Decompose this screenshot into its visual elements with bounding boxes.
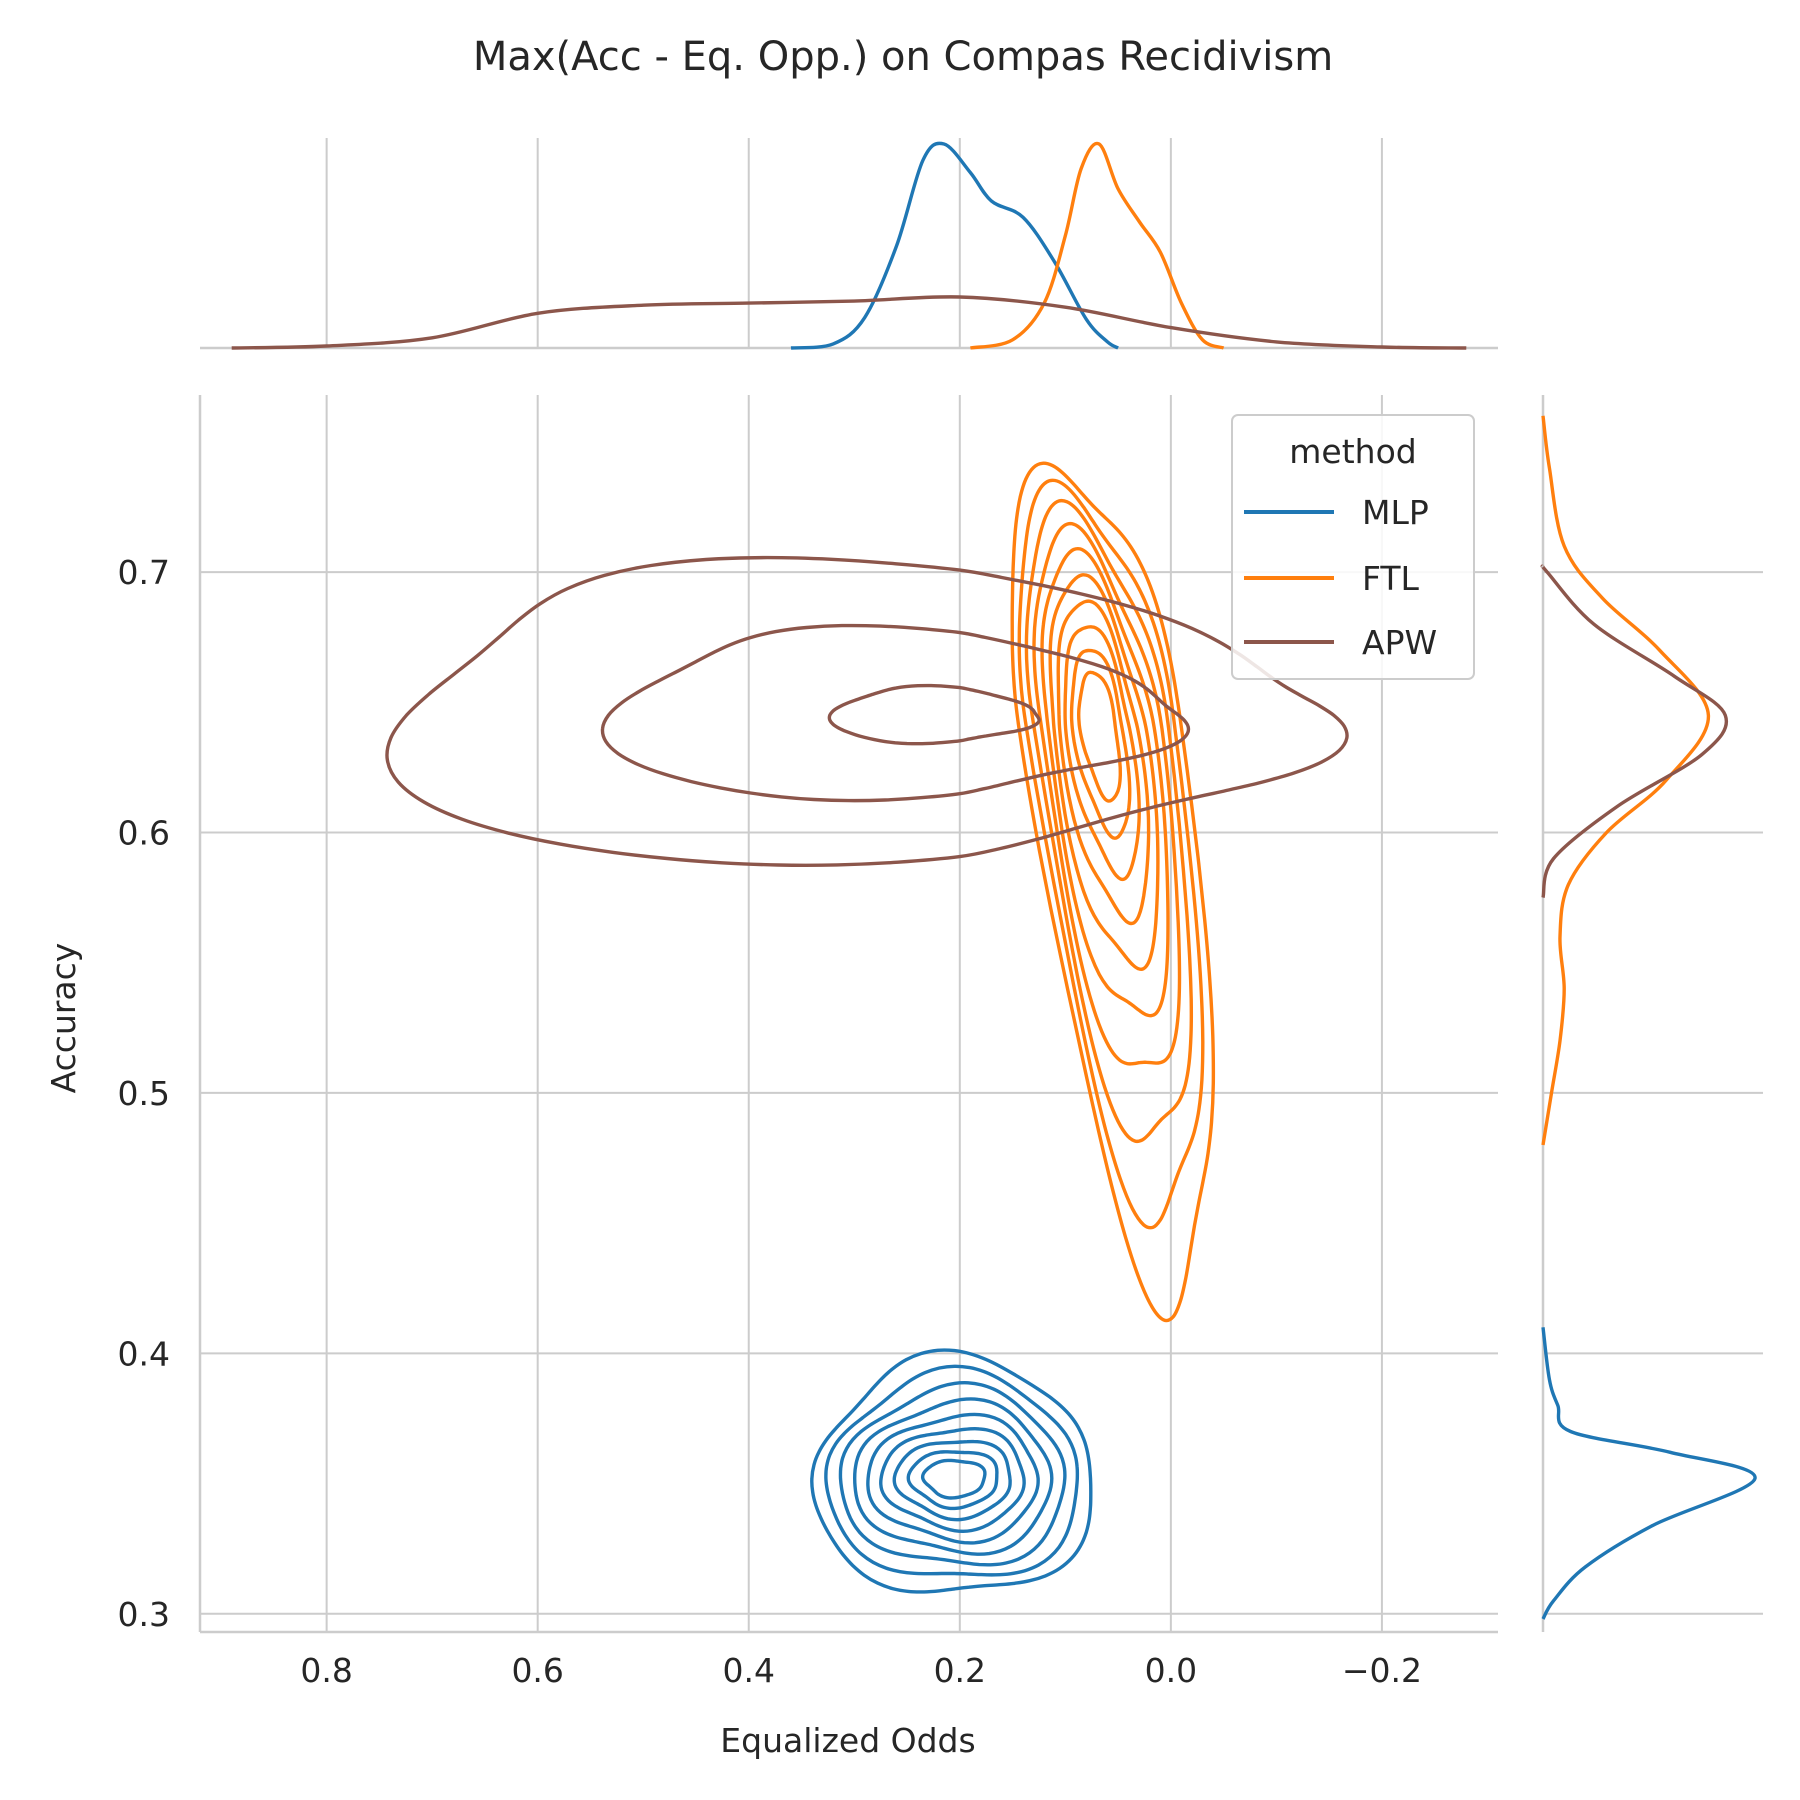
y-tick-label: 0.4 — [118, 1334, 170, 1373]
x-axis-label: Equalized Odds — [720, 1721, 975, 1760]
contour-ftl — [1063, 625, 1141, 882]
contour-mlp — [892, 1439, 1012, 1522]
y-tick-label: 0.6 — [118, 814, 170, 853]
x-tick-label: 0.0 — [1145, 1651, 1197, 1690]
x-tick-label: −0.2 — [1342, 1651, 1422, 1690]
contour-ftl — [1032, 521, 1182, 1066]
contour-apw — [385, 555, 1349, 867]
legend: method MLP FTL APW — [1231, 414, 1475, 680]
contour-apw — [600, 623, 1191, 803]
right-density-apw — [1540, 564, 1729, 899]
axes-labels: 0.8 0.6 0.4 0.2 0.0 −0.2 0.3 0.4 0.5 0.6 0.7 — [118, 553, 1422, 1690]
legend-box — [1231, 414, 1475, 680]
contour-mlp — [824, 1364, 1080, 1577]
legend-label-apw: APW — [1362, 623, 1437, 662]
contour-mlp — [906, 1450, 999, 1511]
contour-ftl — [1017, 478, 1205, 1230]
top-density-apw — [231, 295, 1467, 350]
x-tick-label: 0.8 — [300, 1651, 352, 1690]
right-marginal-panel — [1540, 395, 1763, 1632]
legend-title: method — [1289, 432, 1416, 471]
contour-mlp — [920, 1458, 987, 1500]
contour-ftl — [1040, 546, 1170, 1018]
contour-ftl — [1048, 573, 1160, 971]
x-tick-label: 0.4 — [723, 1651, 775, 1690]
y-axis-label: Accuracy — [44, 943, 83, 1094]
x-tick-label: 0.2 — [934, 1651, 986, 1690]
y-tick-label: 0.5 — [118, 1074, 170, 1113]
contour-mlp — [810, 1348, 1093, 1594]
contour-ftl — [1056, 599, 1151, 926]
contour-apw — [827, 683, 1041, 746]
right-density-mlp — [1541, 1327, 1757, 1620]
top-marginal-panel — [200, 138, 1498, 350]
contour-mlp — [852, 1397, 1054, 1556]
right-density-ftl — [1541, 415, 1711, 1146]
top-density-ftl — [970, 141, 1225, 350]
x-tick-label: 0.6 — [511, 1651, 563, 1690]
contour-mlp — [879, 1427, 1026, 1534]
joint-kde-panel — [198, 395, 1498, 1634]
contour-mlp — [866, 1412, 1040, 1545]
legend-label-mlp: MLP — [1362, 493, 1429, 532]
contour-ftl — [1024, 498, 1194, 1144]
top-density-mlp — [790, 141, 1119, 350]
contour-mlp — [838, 1381, 1067, 1567]
chart-title: Max(Acc - Eq. Opp.) on Compas Recidivism — [473, 34, 1333, 80]
contour-ftl — [1010, 461, 1216, 1323]
contour-ftl — [1069, 648, 1132, 840]
legend-label-ftl: FTL — [1362, 559, 1420, 598]
y-tick-label: 0.3 — [118, 1595, 170, 1634]
y-tick-label: 0.7 — [118, 553, 170, 592]
contour-ftl — [1076, 670, 1123, 803]
